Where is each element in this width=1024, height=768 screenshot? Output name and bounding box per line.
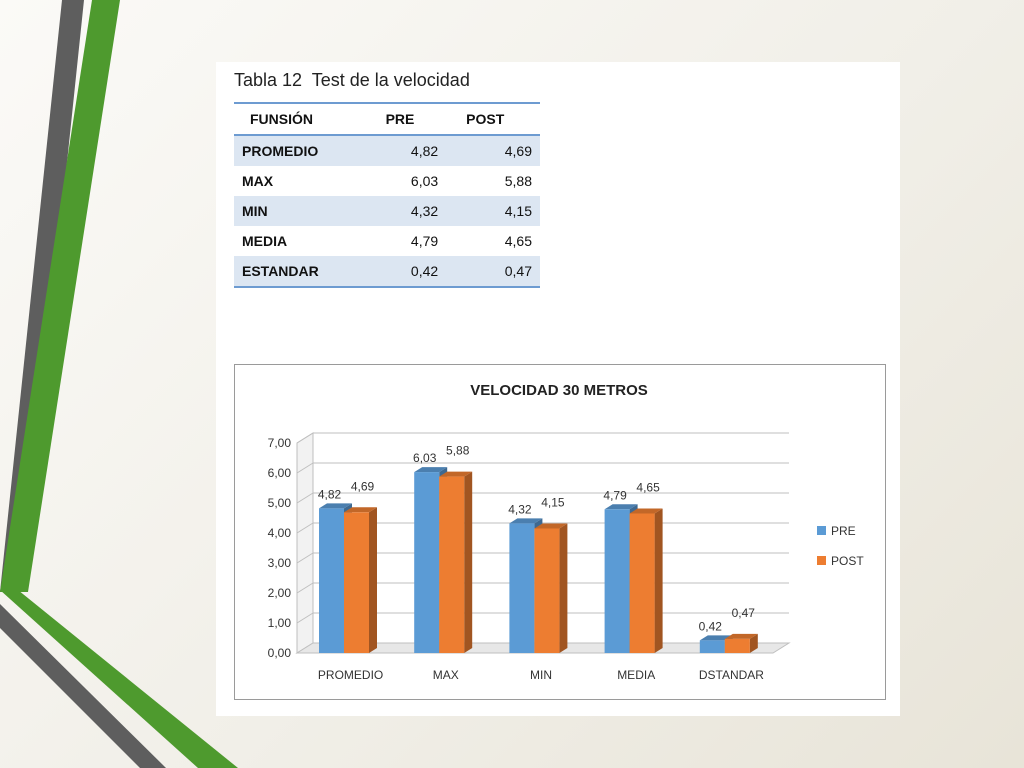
bar-side — [559, 523, 568, 653]
data-label: 6,03 — [413, 451, 437, 465]
row-post: 4,65 — [504, 233, 532, 249]
green-stripe-diagonal — [0, 590, 238, 768]
bar-side — [749, 633, 758, 653]
bar-post — [439, 476, 465, 653]
gridline-depth — [296, 552, 314, 564]
bar-top — [534, 523, 568, 529]
gridline-depth — [296, 492, 314, 504]
header-funsion: FUNSIÓN — [234, 102, 366, 136]
bar-side — [654, 508, 663, 653]
gray-stripe-vertical — [0, 0, 84, 592]
data-label: 4,32 — [508, 502, 532, 516]
data-label: 4,82 — [318, 487, 342, 501]
y-tick-label: 5,00 — [268, 496, 292, 510]
bar-top — [344, 507, 377, 513]
y-tick-label: 6,00 — [268, 466, 292, 480]
bar-side — [464, 471, 473, 653]
bar-top — [319, 503, 352, 509]
slide-content: Tabla 12 Test de la velocidad FUNSIÓN PR… — [216, 62, 900, 716]
row-pre: 4,82 — [365, 135, 447, 166]
row-post: 4,15 — [446, 196, 540, 226]
bar-pre — [699, 640, 725, 653]
x-tick-label: PROMEDIO — [318, 668, 383, 682]
x-tick-label: DSTANDAR — [699, 668, 764, 682]
chart-plot-area: 0,00 1,00 2,00 3,00 4,00 5,00 6,00 7,00 PROMEDIO… — [268, 432, 864, 682]
bar-top — [629, 508, 663, 514]
bar-top — [414, 467, 448, 473]
row-label: ESTANDAR — [234, 256, 366, 288]
data-label: 5,88 — [446, 444, 470, 458]
legend-swatch — [817, 556, 826, 565]
row-label: MEDIA — [242, 233, 288, 249]
bar-pre — [319, 508, 344, 653]
gridline-depth — [296, 612, 314, 624]
bar-side — [369, 507, 377, 653]
gridline-depth — [296, 462, 314, 474]
row-post: 4,69 — [446, 135, 540, 166]
table-row: PROMEDIO 4,82 4,69 — [234, 135, 540, 166]
row-label: MIN — [234, 196, 366, 226]
bar-top — [509, 518, 543, 524]
data-label: 4,15 — [541, 496, 565, 510]
table-row: MEDIA 4,79 4,65 — [234, 226, 540, 256]
bar-pre — [509, 523, 535, 653]
legend-label: POST — [831, 554, 864, 568]
y-tick-label: 0,00 — [268, 646, 292, 660]
y-tick-label: 7,00 — [268, 436, 292, 450]
header-pre: PRE — [365, 102, 447, 136]
x-tick-label: MEDIA — [617, 668, 655, 682]
x-tick-label: MIN — [530, 668, 552, 682]
velocity-table: FUNSIÓN PRE POST PROMEDIO 4,82 4,69 MAX … — [234, 102, 540, 288]
legend-swatch — [817, 526, 826, 535]
row-label: PROMEDIO — [234, 135, 366, 166]
table-row: MAX 6,03 5,88 — [234, 166, 540, 196]
header-post: POST — [446, 102, 540, 136]
data-label: 4,65 — [636, 481, 660, 495]
legend-label: PRE — [831, 524, 856, 538]
gridline-depth — [296, 582, 314, 594]
bar-post — [629, 513, 655, 653]
y-tick-label: 4,00 — [268, 526, 292, 540]
row-post: 5,88 — [504, 173, 532, 189]
row-pre: 6,03 — [410, 173, 439, 189]
gridline-depth — [296, 432, 314, 444]
chart-container: VELOCIDAD 30 METROS 0,00 1,00 2,00 3,00 4,00… — [234, 364, 886, 700]
table-row: ESTANDAR 0,42 0,47 — [234, 256, 540, 288]
bar-top — [604, 504, 638, 510]
bar-top — [699, 635, 733, 641]
bar-pre — [414, 472, 440, 653]
bar-post — [724, 638, 750, 653]
y-tick-label: 1,00 — [268, 616, 292, 630]
table-header-row: FUNSIÓN PRE POST — [234, 102, 540, 136]
row-pre: 4,32 — [365, 196, 447, 226]
x-tick-label: MAX — [433, 668, 459, 682]
chart-side-wall — [296, 432, 314, 654]
y-tick-label: 2,00 — [268, 586, 292, 600]
data-label: 4,69 — [351, 479, 375, 493]
bar-pre — [604, 509, 630, 653]
row-post: 0,47 — [446, 256, 540, 288]
data-label: 0,47 — [732, 606, 756, 620]
row-pre: 0,42 — [365, 256, 447, 288]
gridline-depth — [296, 522, 314, 534]
data-label: 0,42 — [699, 619, 723, 633]
gray-stripe-diagonal — [0, 604, 166, 768]
chart-title: VELOCIDAD 30 METROS — [470, 382, 648, 399]
bar-post — [344, 512, 369, 653]
row-label: MAX — [242, 173, 274, 189]
green-stripe-vertical — [0, 0, 120, 592]
bar-chart: VELOCIDAD 30 METROS 0,00 1,00 2,00 3,00 4,00… — [268, 382, 865, 682]
table-row: MIN 4,32 4,15 — [234, 196, 540, 226]
data-label: 4,79 — [603, 488, 627, 502]
y-tick-label: 3,00 — [268, 556, 292, 570]
row-pre: 4,79 — [410, 233, 439, 249]
bar-top — [439, 471, 473, 477]
bar-post — [534, 528, 560, 653]
table-title: Tabla 12 Test de la velocidad — [234, 70, 470, 90]
bar-top — [724, 633, 758, 639]
